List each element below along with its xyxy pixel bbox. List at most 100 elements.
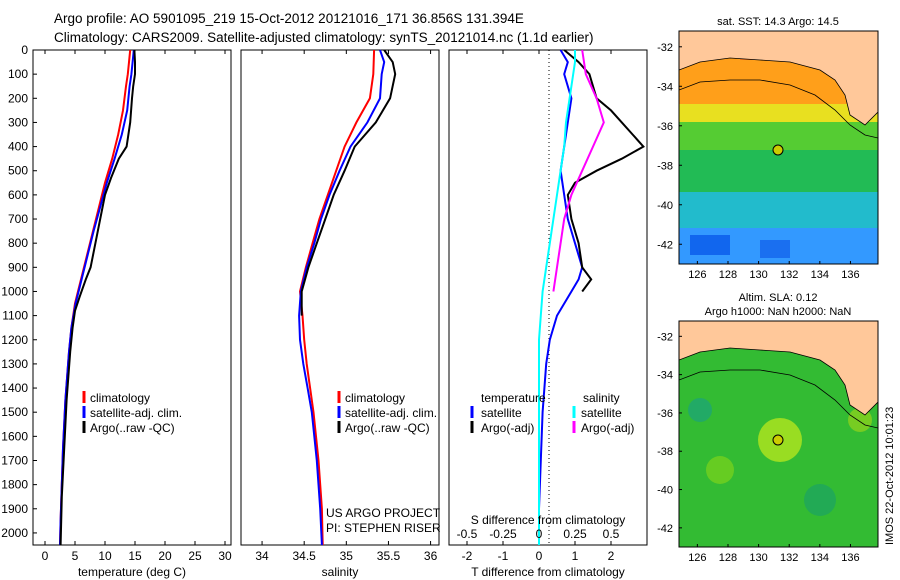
y-tick-label: 1100	[2, 309, 28, 323]
y-tick-label: 1400	[1, 381, 28, 395]
legend-title-temperature: temperature	[481, 391, 546, 405]
salinity-axes-frame	[240, 49, 440, 546]
sst-map-panel: sat. SST: 14.3 Argo: 14.5 -32 -34 -36 -38 -4…	[657, 16, 879, 281]
top-tick-label: -0.25	[489, 527, 517, 541]
lon-tick-label: 126	[688, 552, 706, 564]
series-line-1	[59, 49, 135, 546]
temperature-profile-lines	[59, 49, 136, 546]
y-tick-label: 1200	[1, 333, 28, 347]
sst-mid-band	[679, 150, 878, 195]
lat-tick-label: -36	[657, 408, 673, 420]
sla-map-title-line2: Argo h1000: NaN h2000: NaN	[705, 306, 852, 318]
x-tick-label: 1	[572, 549, 579, 563]
y-tick-label: 100	[8, 67, 28, 81]
lat-tick-label: -32	[657, 42, 673, 54]
coastline	[679, 347, 878, 416]
y-tick-label: 1000	[1, 284, 28, 298]
difference-axes-frame	[448, 49, 648, 546]
y-tick-label: 500	[8, 164, 28, 178]
lat-tick-label: -38	[657, 160, 673, 172]
series-line-1	[563, 49, 645, 293]
lon-tick-label: 128	[719, 552, 737, 564]
lon-tick-label: 130	[749, 269, 767, 281]
legend-label-argo: Argo(..raw -QC)	[345, 421, 430, 435]
x-tick-label: 30	[218, 549, 232, 563]
top-tick-label: -0.5	[457, 527, 478, 541]
salinity-legend: climatology satellite-adj. clim. Argo(..…	[337, 391, 437, 435]
series-line-2	[300, 49, 397, 316]
series-line-0	[298, 49, 376, 546]
x-tick-label: 20	[158, 549, 172, 563]
top-tick-label: 0.5	[603, 527, 620, 541]
sst-yellow-band	[679, 104, 878, 126]
temperature-depth-ticks: 0 100 200 300 400 500 600 700 800 900 1000 1100 1200…	[1, 43, 37, 540]
sla-high-patch	[706, 456, 734, 484]
land-mass	[679, 321, 878, 415]
difference-legend: temperature satellite Argo(-adj) salinit…	[470, 391, 634, 435]
sla-map-lat-ticks: -32 -34 -36 -38 -40 -42	[657, 331, 682, 535]
temperature-axes-frame	[32, 49, 232, 546]
salinity-xlabel: salinity	[322, 565, 359, 579]
lon-tick-label: 128	[719, 269, 737, 281]
lat-tick-label: -40	[657, 485, 673, 497]
lat-tick-label: -38	[657, 446, 673, 458]
x-tick-label: 10	[98, 549, 112, 563]
y-tick-label: 800	[8, 236, 28, 250]
project-annotation-line2: PI: STEPHEN RISER	[326, 521, 441, 535]
lat-tick-label: -42	[657, 523, 673, 535]
x-tick-label: 0	[42, 549, 49, 563]
land-mass	[679, 31, 878, 125]
y-tick-label: 1800	[1, 478, 28, 492]
x-tick-label: -1	[498, 549, 509, 563]
y-tick-label: 1500	[1, 405, 28, 419]
coastline	[679, 57, 878, 126]
temperature-xlabel: temperature (deg C)	[78, 565, 186, 579]
y-tick-label: 2000	[1, 526, 28, 540]
x-tick-label: 2	[608, 549, 615, 563]
y-tick-label: 1600	[1, 429, 28, 443]
y-tick-label: 400	[8, 140, 28, 154]
legend-label-t-satellite: satellite	[481, 406, 522, 420]
lat-tick-label: -42	[657, 239, 673, 251]
y-tick-label: 700	[8, 212, 28, 226]
t-difference-xlabel: T difference from climatology	[471, 565, 625, 579]
sla-map-lon-ticks: 126 128 130 132 134 136	[688, 544, 860, 564]
legend-label-climatology: climatology	[90, 391, 150, 405]
sst-map-title: sat. SST: 14.3 Argo: 14.5	[717, 16, 839, 28]
series-line-0	[538, 49, 584, 545]
difference-panel: -2 -1 0 1 2 S difference from climatology -0…	[448, 49, 648, 579]
x-tick-label: 34	[255, 549, 269, 563]
sst-cold-patch	[690, 235, 730, 255]
top-tick-label: 0.25	[563, 527, 587, 541]
legend-label-satellite: satellite-adj. clim.	[345, 406, 437, 420]
sla-map-title-line1: Altim. SLA: 0.12	[739, 292, 818, 304]
lat-tick-label: -32	[657, 331, 673, 343]
salinity-profile-lines	[298, 49, 397, 546]
sst-map-lon-ticks: 126 128 130 132 134 136	[688, 261, 860, 281]
lon-tick-label: 134	[811, 269, 829, 281]
argo-location-marker	[772, 434, 784, 446]
legend-label-s-satellite: satellite	[581, 406, 622, 420]
top-tick-label: 0	[536, 527, 543, 541]
figure-title-line1: Argo profile: AO 5901095_219 15-Oct-2012…	[54, 11, 524, 26]
x-tick-label: 15	[128, 549, 142, 563]
y-tick-label: 200	[8, 91, 28, 105]
temperature-panel: 0100200300400500600700800900100011001200…	[1, 43, 232, 579]
legend-label-argo: Argo(..raw -QC)	[90, 421, 175, 435]
temperature-x-ticks: 0 5 10 15 20 25 30	[42, 50, 232, 563]
x-tick-label: -2	[462, 549, 473, 563]
sst-map-frame	[678, 30, 879, 265]
depth-contour	[679, 369, 878, 429]
lat-tick-label: -36	[657, 121, 673, 133]
lon-tick-label: 126	[688, 269, 706, 281]
depth-contour	[679, 79, 878, 139]
lon-tick-label: 136	[841, 552, 859, 564]
y-tick-label: 1300	[1, 357, 28, 371]
lat-tick-label: -40	[657, 200, 673, 212]
sla-map-panel: Altim. SLA: 0.12 Argo h1000: NaN h2000: …	[657, 292, 879, 564]
y-tick-label: 600	[8, 188, 28, 202]
lon-tick-label: 134	[811, 552, 829, 564]
figure-title-line2: Climatology: CARS2009. Satellite-adjuste…	[54, 30, 594, 45]
difference-profile-lines	[538, 49, 645, 545]
imos-stamp: IMOS 22-Oct-2012 10:01:23	[879, 290, 899, 550]
